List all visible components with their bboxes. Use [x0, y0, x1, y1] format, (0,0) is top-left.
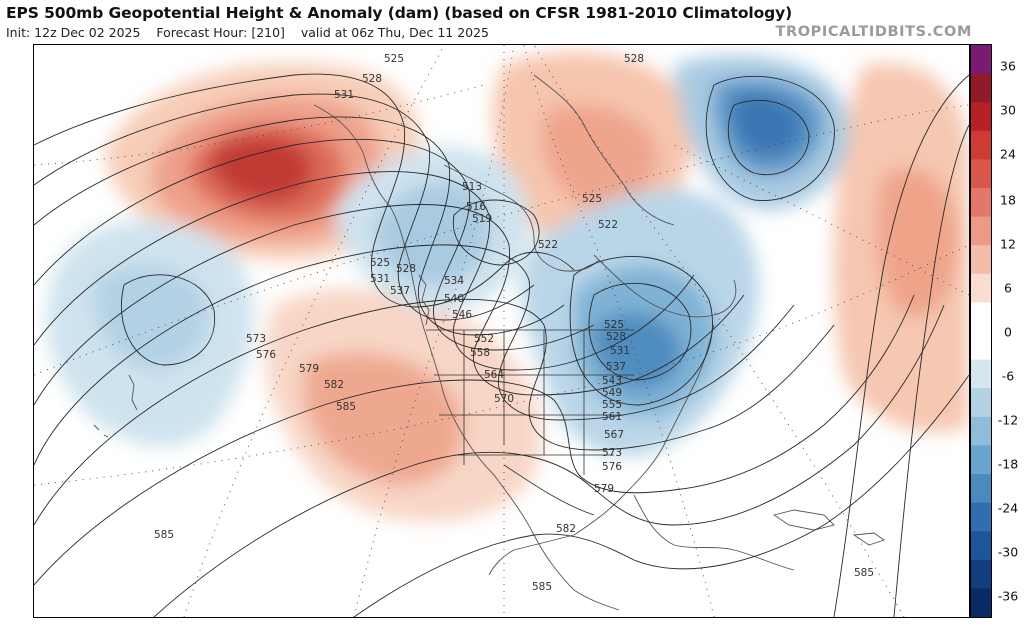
contour-label-canada-519: 519 [472, 213, 492, 225]
init-time: Init: 12z Dec 02 2025 [6, 25, 141, 40]
colorbar-swatch [971, 188, 991, 218]
colorbar-tick-label: 36 [1000, 58, 1016, 74]
contour-label-east-528: 528 [606, 331, 626, 343]
colorbar-swatch [971, 245, 991, 275]
contour-label-mexico-585: 585 [532, 581, 552, 593]
contour-label-gulf-582: 582 [556, 523, 576, 535]
colorbar-swatch [971, 359, 991, 389]
colorbar-tick-label: 18 [1000, 192, 1016, 208]
contour-label-hudson-522: 522 [598, 219, 618, 231]
contour-label-west-558: 558 [470, 347, 490, 359]
colorbar-swatch [971, 388, 991, 418]
contour-label-hudson-525: 525 [582, 193, 602, 205]
colorbar-swatch [971, 531, 991, 561]
contour-label-canada-516: 516 [466, 201, 486, 213]
contour-label-west-534: 534 [444, 275, 464, 287]
contour-label-east-543: 543 [602, 375, 622, 387]
contour-label-alaska-531: 531 [334, 89, 354, 101]
contour-label-pac-585: 585 [336, 401, 356, 413]
colorbar-swatch [971, 45, 991, 75]
colorbar-swatch [971, 445, 991, 475]
colorbar-swatch [971, 130, 991, 160]
colorbar-tick-label: -36 [997, 588, 1019, 604]
colorbar-ticks: 36 30 24 18 12 6 0 -6 -12 -18 -24 -30 -36 [994, 44, 1024, 618]
contour-label-east-537: 537 [606, 361, 626, 373]
colorbar-tick-label: -18 [997, 456, 1019, 472]
contour-label-pac-573: 573 [246, 333, 266, 345]
map-title: EPS 500mb Geopotential Height & Anomaly … [6, 4, 793, 22]
height-contours [34, 73, 969, 617]
contour-label-pac-579: 579 [299, 363, 319, 375]
colorbar-tick-label: 12 [1000, 236, 1016, 252]
contour-label-coast-528: 528 [396, 263, 416, 275]
colorbar-swatch [971, 302, 991, 332]
watermark: TROPICALTIDBITS.COM [775, 24, 972, 40]
contour-label-east-576: 576 [602, 461, 622, 473]
valid-time: valid at 06z Thu, Dec 11 2025 [300, 25, 490, 40]
map-panel: 525 528 531 513 516 519 525 528 531 537 534 540 546 5… [33, 44, 970, 618]
contour-label-carib-585: 585 [854, 567, 874, 579]
map-subtitle: Init: 12z Dec 02 2025 Forecast Hour: [21… [6, 25, 489, 40]
coastlines [93, 74, 885, 611]
contour-label-west-552: 552 [474, 333, 494, 345]
colorbar-swatch [971, 273, 991, 303]
anomaly-shading [47, 51, 969, 522]
colorbar-swatch [971, 559, 991, 589]
contour-label-greenland-528: 528 [624, 53, 644, 65]
contour-label-west-570: 570 [494, 393, 514, 405]
contour-label-pac-576: 576 [256, 349, 276, 361]
contour-label-east-531: 531 [610, 345, 630, 357]
colorbar-tick-label: 6 [1004, 280, 1012, 296]
contour-label-east-555: 555 [602, 399, 622, 411]
contour-label-east-561: 561 [602, 411, 622, 423]
contour-label-pac-582: 582 [324, 379, 344, 391]
colorbar-swatch [971, 502, 991, 532]
colorbar [970, 44, 992, 618]
contour-label-gulf-579: 579 [594, 483, 614, 495]
contour-label-east-525: 525 [604, 319, 624, 331]
forecast-hour: Forecast Hour: [210] [156, 25, 285, 40]
contour-label-east-549: 549 [602, 387, 622, 399]
colorbar-swatch [971, 588, 991, 617]
colorbar-tick-label: -6 [1001, 368, 1015, 384]
colorbar-swatch [971, 159, 991, 189]
contour-label-west-540: 540 [444, 293, 464, 305]
contour-label-east-573: 573 [602, 447, 622, 459]
colorbar-swatch [971, 331, 991, 361]
contour-label-coast-537: 537 [390, 285, 410, 297]
colorbar-swatches [971, 45, 991, 617]
colorbar-swatch [971, 73, 991, 103]
colorbar-swatch [971, 474, 991, 504]
contour-label-coast-525: 525 [370, 257, 390, 269]
colorbar-swatch [971, 102, 991, 132]
contour-label-west-546: 546 [452, 309, 472, 321]
contour-label-canada-522: 522 [538, 239, 558, 251]
colorbar-tick-label: 30 [1000, 102, 1016, 118]
contour-label-sw-585: 585 [154, 529, 174, 541]
contour-label-alaska-528: 528 [362, 73, 382, 85]
colorbar-swatch [971, 216, 991, 246]
colorbar-swatch [971, 416, 991, 446]
contour-label-alaska-525: 525 [384, 53, 404, 65]
contour-label-coast-531: 531 [370, 273, 390, 285]
colorbar-tick-label: -12 [997, 412, 1019, 428]
colorbar-tick-label: 0 [1004, 324, 1012, 340]
political-boundaries [426, 329, 634, 516]
colorbar-tick-label: -30 [997, 544, 1019, 560]
contour-label-east-567: 567 [604, 429, 624, 441]
contour-label-canada-513: 513 [462, 181, 482, 193]
colorbar-tick-label: 24 [1000, 146, 1016, 162]
colorbar-tick-label: -24 [997, 500, 1019, 516]
contour-label-west-564: 564 [484, 369, 504, 381]
